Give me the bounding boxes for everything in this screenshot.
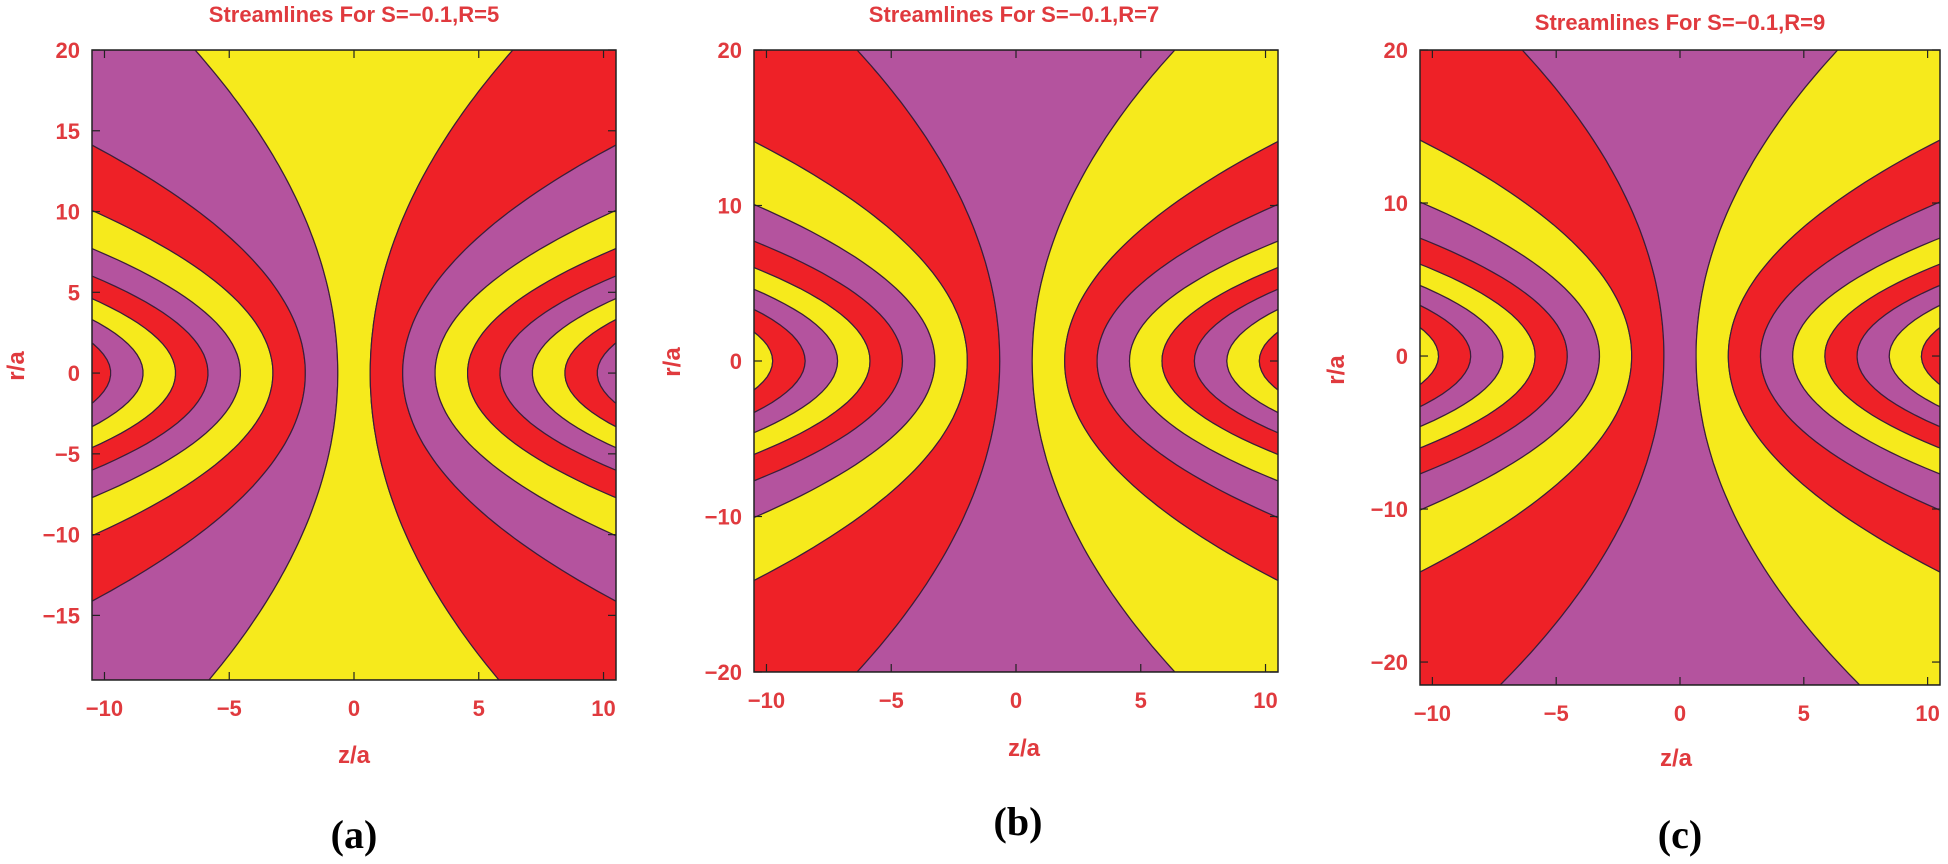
streamline-band [564,318,616,428]
y-tick-label: 20 [56,38,80,63]
x-tick-label: 5 [473,696,485,721]
y-tick-label: 5 [68,280,80,305]
x-tick-label: 10 [591,696,615,721]
streamline-band [1888,304,1940,408]
chart-panel-c: Streamlines For S=−0.1,R=9 −10 −5 0 5 10−20−… [1323,10,1941,857]
x-tick-label: −10 [1414,701,1451,726]
y-tick-label: 20 [1384,38,1408,63]
streamline-band [499,275,616,471]
streamline-band [1226,308,1278,414]
panel-label: (a) [331,812,378,857]
streamline-band [1161,266,1278,456]
y-tick-label: −20 [1371,650,1408,675]
y-axis-label: r/a [1323,355,1350,385]
panel-label: (b) [994,799,1043,844]
panel-label: (c) [1658,812,1702,857]
y-tick-label: −10 [43,523,80,548]
x-axis-label: z/a [1660,745,1693,772]
x-tick-label: 5 [1798,701,1810,726]
streamline-band [1792,237,1940,475]
y-tick-label: −10 [705,505,742,530]
y-tick-label: −5 [55,442,80,467]
y-tick-label: 15 [56,119,80,144]
contour-plot-area [92,50,616,680]
y-tick-label: 10 [56,200,80,225]
chart-title: Streamlines For S=−0.1,R=5 [209,2,499,27]
y-tick-label: −15 [43,603,80,628]
streamline-band [531,297,616,449]
x-axis-label: z/a [338,742,371,769]
y-axis-label: r/a [659,347,686,377]
x-axis-label: z/a [1008,735,1041,762]
y-tick-label: 0 [1396,344,1408,369]
chart-title: Streamlines For S=−0.1,R=7 [869,2,1159,27]
streamline-band [1193,288,1278,434]
streamline-band [1258,331,1278,391]
x-tick-label: 5 [1135,688,1147,713]
streamline-band [1920,326,1940,386]
tick-group: −10 −5 0 5 10 −15 −10 −5 0 5 10 15 20 [43,38,616,721]
x-tick-label: 10 [1915,701,1939,726]
y-tick-label: 0 [68,361,80,386]
y-tick-label: 10 [1384,191,1408,216]
streamline-band [1128,240,1278,482]
x-tick-label: 0 [1010,688,1022,713]
y-tick-label: −20 [705,660,742,685]
y-axis-label: r/a [3,351,30,381]
streamline-band [596,342,616,405]
x-tick-label: −10 [86,696,123,721]
streamline-band [754,288,839,434]
tick-group: −10 −5 0 5 10 −20 −10 0 10 20 [1371,38,1940,726]
streamline-band [92,342,112,405]
y-tick-label: 10 [718,194,742,219]
streamline-band [1856,284,1940,428]
y-tick-label: −10 [1371,497,1408,522]
x-tick-label: −5 [1544,701,1569,726]
chart-title: Streamlines For S=−0.1,R=9 [1535,10,1825,35]
chart-panel-b: Streamlines For S=−0.1,R=7 −10 −5 0 5 10−20−… [659,2,1279,844]
x-tick-label: −5 [879,688,904,713]
streamline-band [754,308,806,414]
x-tick-label: −10 [748,688,785,713]
x-tick-label: 0 [1674,701,1686,726]
streamline-band [1420,284,1504,428]
x-tick-label: −5 [217,696,242,721]
streamline-band [1824,263,1940,449]
y-tick-label: 0 [730,349,742,374]
contour-plot-area [1420,50,1940,685]
x-tick-label: 0 [348,696,360,721]
x-tick-label: 10 [1253,688,1277,713]
contour-plot-area [754,50,1278,672]
streamline-band [467,247,616,499]
y-tick-label: 20 [718,38,742,63]
